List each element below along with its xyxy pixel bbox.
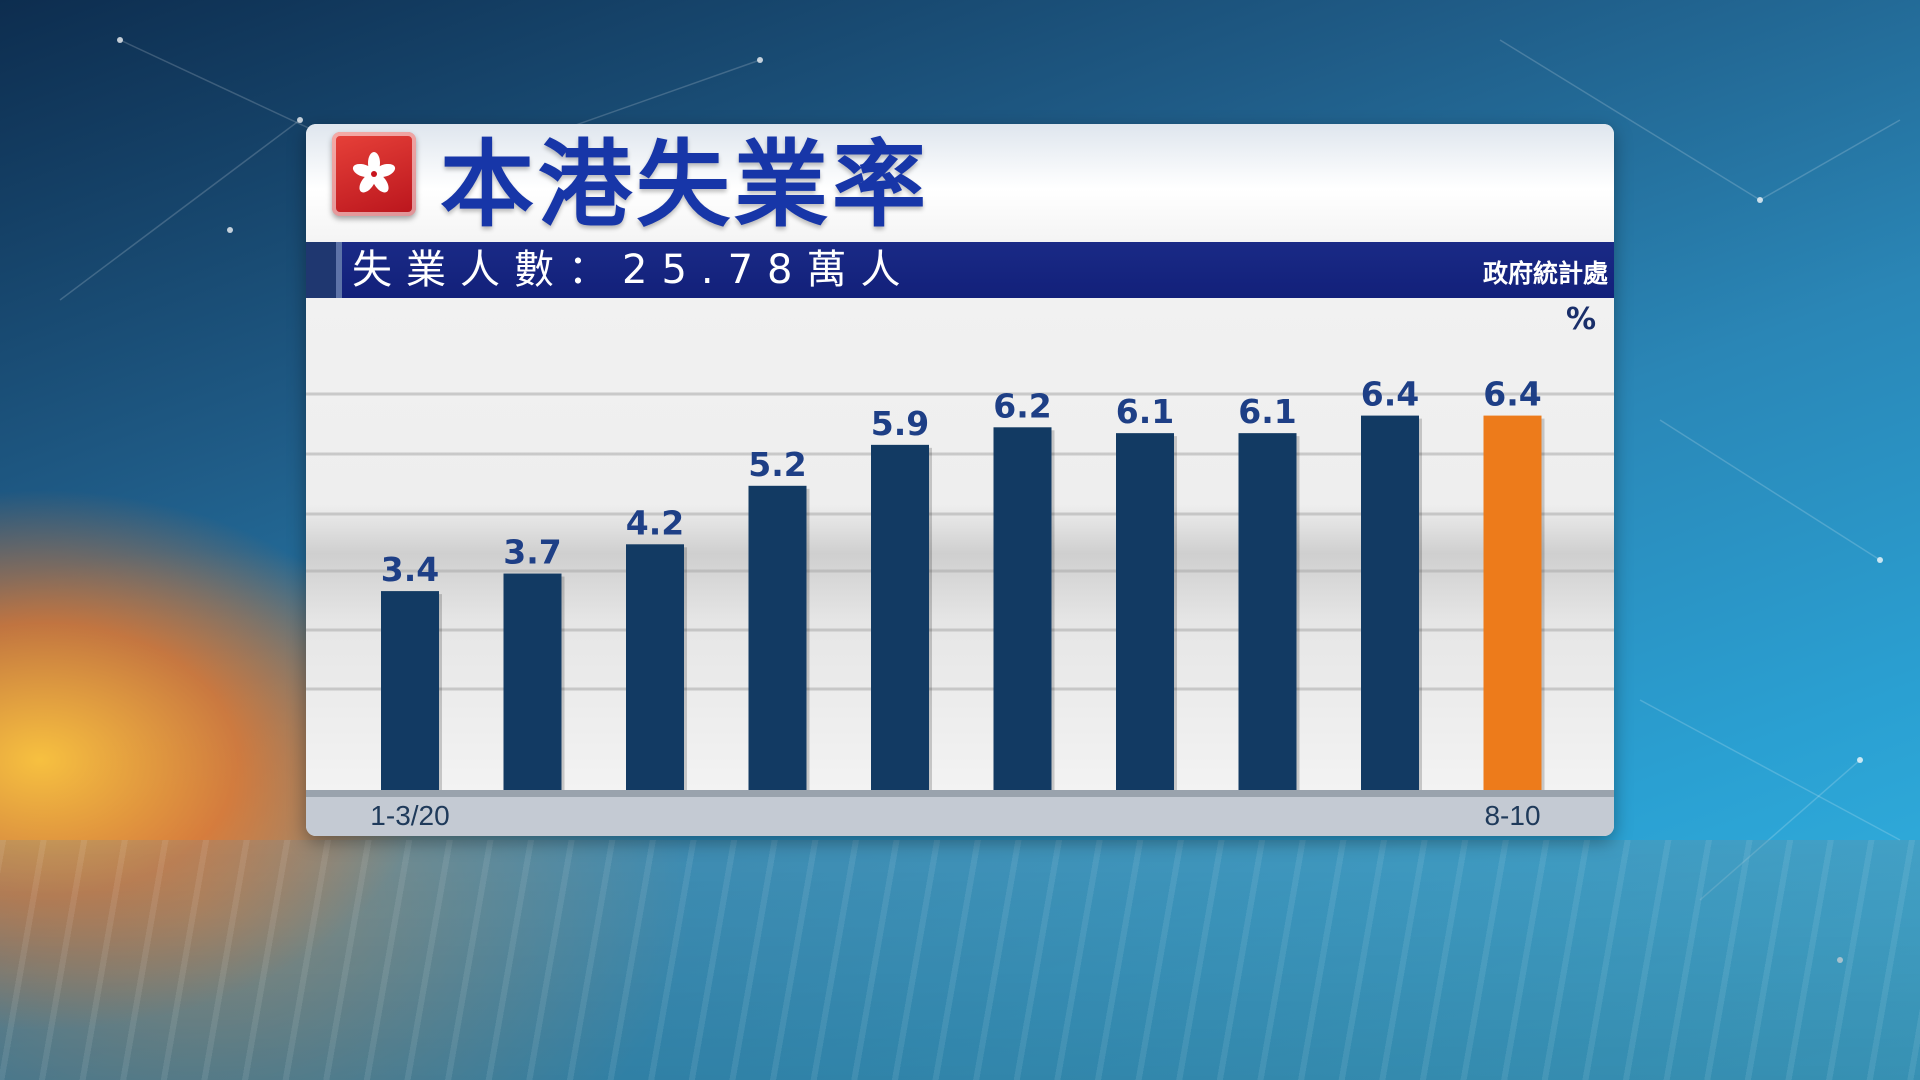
bar-value-label: 3.7	[503, 533, 561, 572]
bar-value-label: 6.4	[1483, 375, 1541, 414]
subtitle-bar-accent-stripe	[336, 242, 342, 298]
chart-title: 本港失業率	[440, 131, 931, 240]
bar	[626, 544, 684, 790]
bar-value-label: 5.9	[871, 404, 929, 443]
bar-value-label: 6.1	[1238, 392, 1296, 431]
x-axis-band	[306, 790, 1614, 836]
subtitle-bar: 失業人數：25.78萬人 政府統計處	[306, 242, 1614, 298]
bar-highlighted	[1483, 415, 1542, 790]
chart-card: 本港失業率 失業人數：25.78萬人 政府統計處 % 3.4 3.7 4.2 5.2 5…	[306, 124, 1614, 836]
bar-chart: 3.4 3.7 4.2 5.2 5.9 6.2 6.1 6.1 6.4 6.4	[306, 375, 1614, 790]
bar	[1238, 433, 1297, 790]
unit-label: %	[1565, 302, 1596, 337]
subtitle-bar-accent	[306, 242, 336, 298]
background-floor	[0, 840, 1920, 1080]
bar-value-label: 4.2	[626, 503, 684, 542]
bar	[993, 427, 1052, 790]
bar-value-label: 6.2	[993, 386, 1051, 425]
x-tick-label: 1-3/20	[370, 800, 450, 831]
chart-header: 本港失業率	[306, 124, 1614, 242]
bar-value-label: 5.2	[748, 445, 806, 484]
bar-value-label: 6.1	[1116, 392, 1174, 431]
bar	[381, 591, 439, 790]
bar	[503, 573, 562, 790]
bar	[748, 485, 807, 790]
unemployed-count-subtitle: 失業人數：25.78萬人	[352, 247, 915, 293]
hong-kong-flag-icon	[332, 132, 416, 216]
x-tick-label: 8-10	[1484, 800, 1541, 831]
bar-value-label: 6.4	[1361, 375, 1419, 414]
bar-value-label: 3.4	[381, 550, 439, 589]
bar	[871, 444, 929, 790]
data-source-label: 政府統計處	[1482, 259, 1608, 288]
bar	[1116, 433, 1174, 790]
bar	[1361, 415, 1419, 790]
